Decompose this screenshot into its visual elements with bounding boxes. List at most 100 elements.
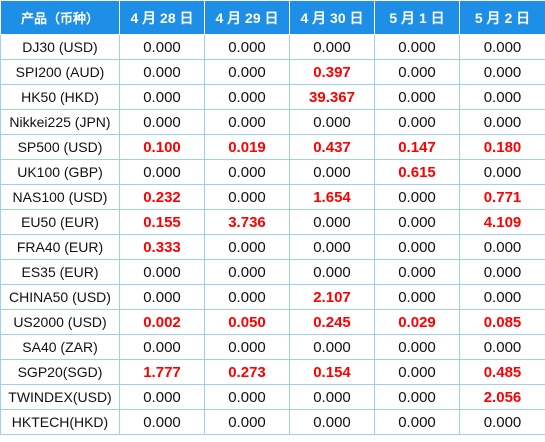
table-row: HKTECH(HKD) 0.000 0.000 0.000 0.000 0.000	[0, 409, 545, 435]
table-row: NAS100 (USD) 0.232 0.000 1.654 0.000 0.771	[0, 184, 545, 210]
dividend-value-cell-highlighted: 0.085	[459, 309, 545, 335]
dividend-value-cell: 0.000	[374, 209, 460, 235]
dividend-value-cell: 0.000	[289, 409, 375, 435]
dividend-value-cell-highlighted: 0.333	[119, 234, 205, 260]
dividend-value-cell: 0.000	[459, 84, 545, 110]
dividend-value-cell: 0.000	[204, 159, 290, 185]
table-header: 产品（币种） 4 月 28 日 4 月 29 日 4 月 30 日 5 月 1 …	[0, 0, 545, 35]
product-name-cell: CHINA50 (USD)	[0, 284, 120, 310]
table-row: SA40 (ZAR) 0.000 0.000 0.000 0.000 0.000	[0, 334, 545, 360]
product-name-cell: SPI200 (AUD)	[0, 59, 120, 85]
table-row: SPI200 (AUD) 0.000 0.000 0.397 0.000 0.000	[0, 59, 545, 85]
header-date-apr-29: 4 月 29 日	[204, 0, 290, 35]
dividend-value-cell: 0.000	[119, 284, 205, 310]
dividend-value-cell-highlighted: 0.100	[119, 134, 205, 160]
product-name-cell: SP500 (USD)	[0, 134, 120, 160]
dividend-value-cell: 0.000	[289, 259, 375, 285]
dividend-value-cell-highlighted: 3.736	[204, 209, 290, 235]
dividend-value-cell: 0.000	[119, 109, 205, 135]
header-date-apr-28: 4 月 28 日	[119, 0, 205, 35]
product-name-cell: HKTECH(HKD)	[0, 409, 120, 435]
product-name-cell: EU50 (EUR)	[0, 209, 120, 235]
table-row: Nikkei225 (JPN) 0.000 0.000 0.000 0.000 0.000	[0, 109, 545, 135]
dividend-value-cell: 0.000	[289, 234, 375, 260]
dividend-value-cell: 0.000	[204, 59, 290, 85]
dividend-value-cell-highlighted: 0.002	[119, 309, 205, 335]
dividend-value-cell-highlighted: 0.485	[459, 359, 545, 385]
dividend-value-cell: 0.000	[374, 34, 460, 60]
dividend-value-cell-highlighted: 0.147	[374, 134, 460, 160]
table-row: EU50 (EUR) 0.155 3.736 0.000 0.000 4.109	[0, 209, 545, 235]
dividend-value-cell: 0.000	[459, 409, 545, 435]
dividend-value-cell: 0.000	[289, 334, 375, 360]
dividend-value-cell-highlighted: 0.273	[204, 359, 290, 385]
dividend-value-cell: 0.000	[459, 159, 545, 185]
table-row: ES35 (EUR) 0.000 0.000 0.000 0.000 0.000	[0, 259, 545, 285]
dividend-value-cell: 0.000	[289, 384, 375, 410]
dividend-value-cell: 0.000	[119, 334, 205, 360]
header-date-may-1: 5 月 1 日	[374, 0, 460, 35]
product-name-cell: HK50 (HKD)	[0, 84, 120, 110]
dividend-value-cell-highlighted: 0.029	[374, 309, 460, 335]
dividend-value-cell: 0.000	[289, 34, 375, 60]
dividend-value-cell-highlighted: 0.019	[204, 134, 290, 160]
dividend-value-cell: 0.000	[204, 334, 290, 360]
dividend-value-cell: 0.000	[204, 84, 290, 110]
product-name-cell: US2000 (USD)	[0, 309, 120, 335]
table-row: SP500 (USD) 0.100 0.019 0.437 0.147 0.180	[0, 134, 545, 160]
dividend-value-cell-highlighted: 1.654	[289, 184, 375, 210]
dividend-value-cell: 0.000	[374, 84, 460, 110]
dividend-value-cell: 0.000	[204, 384, 290, 410]
dividend-value-cell: 0.000	[459, 109, 545, 135]
dividend-value-cell-highlighted: 0.397	[289, 59, 375, 85]
dividend-value-cell-highlighted: 0.437	[289, 134, 375, 160]
table-row: US2000 (USD) 0.002 0.050 0.245 0.029 0.085	[0, 309, 545, 335]
dividend-value-cell: 0.000	[374, 59, 460, 85]
dividend-value-cell: 0.000	[119, 34, 205, 60]
dividend-value-cell: 0.000	[459, 284, 545, 310]
dividend-value-cell: 0.000	[459, 234, 545, 260]
dividend-value-cell: 0.000	[374, 359, 460, 385]
table-row: SGP20(SGD) 1.777 0.273 0.154 0.000 0.485	[0, 359, 545, 385]
dividend-value-cell: 0.000	[204, 109, 290, 135]
product-name-cell: UK100 (GBP)	[0, 159, 120, 185]
dividend-value-cell-highlighted: 2.107	[289, 284, 375, 310]
product-name-cell: Nikkei225 (JPN)	[0, 109, 120, 135]
dividend-value-cell: 0.000	[374, 234, 460, 260]
dividend-value-cell-highlighted: 0.180	[459, 134, 545, 160]
dividend-value-cell: 0.000	[119, 59, 205, 85]
dividend-value-cell-highlighted: 4.109	[459, 209, 545, 235]
dividend-value-cell: 0.000	[374, 284, 460, 310]
dividend-value-cell-highlighted: 0.771	[459, 184, 545, 210]
dividend-value-cell: 0.000	[374, 259, 460, 285]
dividend-value-cell-highlighted: 39.367	[289, 84, 375, 110]
product-name-cell: SGP20(SGD)	[0, 359, 120, 385]
header-product: 产品（币种）	[0, 0, 120, 35]
dividend-value-cell: 0.000	[119, 409, 205, 435]
table-row: HK50 (HKD) 0.000 0.000 39.367 0.000 0.000	[0, 84, 545, 110]
dividend-value-cell-highlighted: 2.056	[459, 384, 545, 410]
dividend-value-cell: 0.000	[374, 334, 460, 360]
dividend-value-cell: 0.000	[119, 84, 205, 110]
table-row: CHINA50 (USD) 0.000 0.000 2.107 0.000 0.000	[0, 284, 545, 310]
dividend-value-cell: 0.000	[204, 234, 290, 260]
table-body: DJ30 (USD) 0.000 0.000 0.000 0.000 0.000 SPI20…	[0, 34, 545, 435]
dividend-value-cell: 0.000	[374, 409, 460, 435]
dividend-value-cell: 0.000	[204, 284, 290, 310]
dividend-value-cell: 0.000	[119, 259, 205, 285]
table-row: TWINDEX(USD) 0.000 0.000 0.000 0.000 2.056	[0, 384, 545, 410]
dividend-value-cell: 0.000	[374, 184, 460, 210]
dividend-value-cell-highlighted: 0.615	[374, 159, 460, 185]
dividend-value-cell-highlighted: 0.154	[289, 359, 375, 385]
dividend-value-cell: 0.000	[459, 34, 545, 60]
header-row: 产品（币种） 4 月 28 日 4 月 29 日 4 月 30 日 5 月 1 …	[0, 0, 545, 35]
dividend-value-cell: 0.000	[459, 259, 545, 285]
product-name-cell: FRA40 (EUR)	[0, 234, 120, 260]
dividend-value-cell: 0.000	[289, 159, 375, 185]
dividend-value-cell-highlighted: 0.245	[289, 309, 375, 335]
dividend-value-cell-highlighted: 0.155	[119, 209, 205, 235]
dividend-value-cell: 0.000	[119, 384, 205, 410]
dividend-value-cell-highlighted: 0.050	[204, 309, 290, 335]
product-name-cell: ES35 (EUR)	[0, 259, 120, 285]
